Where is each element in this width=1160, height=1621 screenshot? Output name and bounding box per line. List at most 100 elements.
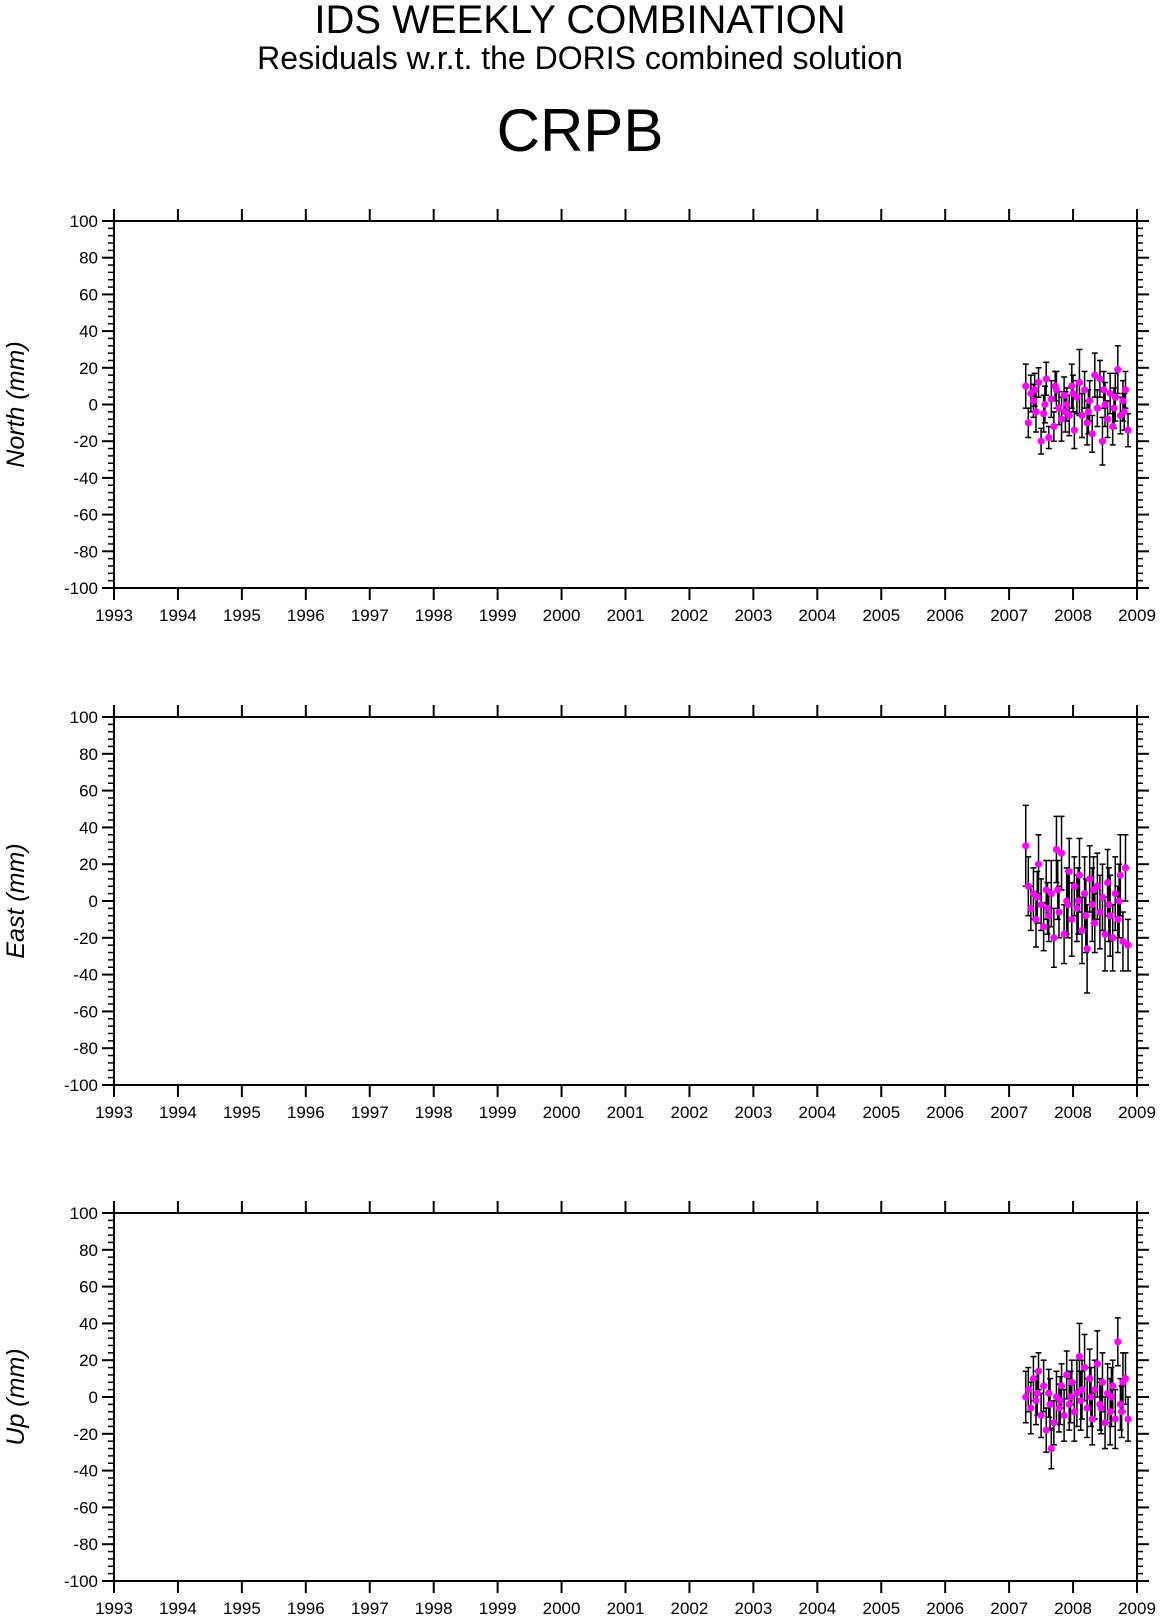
up-panel: 100 80 60 40 20 0 -20 -40 -60 -80 -100 1993 1994 1995…: [2, 1201, 1156, 1618]
east-data-point: [1055, 908, 1063, 916]
up-x-tick-label: 2006: [926, 1599, 964, 1618]
up-data-point: [1034, 1367, 1043, 1375]
east-data-point: [1080, 890, 1089, 898]
north-x-tick-label: 1999: [479, 606, 517, 625]
north-x-tick-label: 1994: [159, 606, 197, 625]
up-data-point: [1073, 1389, 1081, 1397]
up-data-point: [1098, 1378, 1107, 1386]
east-data-point: [1083, 945, 1091, 953]
north-y-tick-label: 40: [79, 322, 98, 341]
east-data-point: [1032, 915, 1040, 924]
east-y-tick-label: -20: [73, 929, 98, 948]
north-y-tick-label: -20: [73, 432, 98, 451]
north-x-tick-label: 2007: [990, 606, 1028, 625]
north-data-point: [1124, 426, 1132, 434]
east-data-point: [1121, 864, 1130, 872]
east-y-tick-label: -80: [73, 1039, 98, 1058]
up-data-point: [1056, 1397, 1064, 1405]
east-data-point: [1052, 845, 1061, 854]
east-panel: 100 80 60 40 20 0 -20 -40 -60 -80 -100 1993 1994 1995…: [2, 705, 1156, 1122]
up-data-point: [1046, 1400, 1054, 1408]
north-data-point: [1088, 430, 1096, 438]
east-x-tick-label: 1995: [223, 1103, 261, 1122]
up-data-point: [1057, 1382, 1066, 1390]
east-data-point: [1054, 886, 1062, 894]
up-data-point: [1050, 1419, 1058, 1427]
north-x-tick-label: 2009: [1118, 606, 1156, 625]
north-x-tick-label: 1996: [287, 606, 325, 625]
north-data-point: [1024, 419, 1032, 427]
up-x-tick-label: 2002: [671, 1599, 709, 1618]
north-data-point: [1068, 382, 1076, 390]
north-panel: 100 80 60 40 20 0 -20 -40 -60 -80 -100 1993 1994 1995…: [2, 209, 1156, 625]
east-data-point: [1116, 871, 1124, 879]
north-data-series: [1022, 345, 1132, 466]
north-y-tick-label: -40: [73, 469, 98, 488]
up-y-tick-label: 60: [79, 1278, 98, 1297]
north-x-tick-label: 1998: [415, 606, 453, 625]
north-data-point: [1106, 389, 1114, 398]
north-data-point: [1120, 408, 1128, 416]
up-data-point: [1022, 1393, 1030, 1401]
chart-subtitle: Residuals w.r.t. the DORIS combined solu…: [257, 40, 903, 76]
east-data-point: [1034, 860, 1043, 868]
north-data-point: [1121, 386, 1130, 394]
up-x-tick-label: 2005: [862, 1599, 900, 1618]
east-data-point: [1105, 901, 1113, 909]
up-data-point: [1060, 1411, 1068, 1419]
east-data-point: [1043, 904, 1052, 912]
north-data-point: [1084, 408, 1093, 416]
north-data-point: [1055, 404, 1063, 412]
east-x-tick-label: 1997: [351, 1103, 389, 1122]
north-x-tick-label: 2001: [607, 606, 645, 625]
east-x-tick-label: 2005: [862, 1103, 900, 1122]
up-y-tick-label: 0: [89, 1388, 98, 1407]
north-data-point: [1041, 400, 1049, 409]
east-x-tick-label: 2000: [543, 1103, 581, 1122]
east-data-point: [1103, 879, 1112, 887]
north-data-point: [1034, 378, 1043, 387]
up-y-tick-label: 100: [70, 1204, 98, 1223]
up-data-point: [1121, 1375, 1130, 1383]
east-data-point: [1024, 882, 1032, 890]
east-data-point: [1088, 901, 1096, 909]
north-x-tick-label: 2002: [671, 606, 709, 625]
up-data-point: [1042, 1426, 1050, 1434]
east-data-point: [1040, 923, 1048, 931]
north-data-point: [1078, 411, 1086, 420]
north-data-point: [1070, 426, 1078, 434]
east-x-tick-label: 2003: [734, 1103, 772, 1122]
up-data-point: [1106, 1408, 1114, 1416]
east-data-point: [1070, 882, 1078, 890]
north-x-tick-label: 2006: [926, 606, 964, 625]
up-data-series: [1022, 1317, 1132, 1470]
up-data-point: [1091, 1386, 1099, 1394]
up-data-point: [1101, 1419, 1109, 1427]
north-data-point: [1069, 389, 1077, 398]
north-x-tick-label: 2004: [798, 606, 836, 625]
up-data-point: [1045, 1389, 1053, 1397]
up-data-point: [1080, 1363, 1089, 1372]
east-y-tick-label: 40: [79, 818, 98, 837]
up-data-point: [1118, 1408, 1126, 1416]
east-data-point: [1114, 915, 1122, 924]
up-x-tick-label: 1996: [287, 1599, 325, 1618]
chart-title: IDS WEEKLY COMBINATION: [314, 0, 846, 42]
north-plot-frame: [113, 220, 1138, 589]
up-x-tick-label: 2004: [798, 1599, 836, 1618]
north-data-point: [1050, 422, 1058, 431]
east-y-tick-label: 20: [79, 855, 98, 874]
north-data-point: [1032, 408, 1040, 416]
up-y-tick-label: -40: [73, 1462, 98, 1481]
north-data-point: [1103, 415, 1112, 423]
north-data-point: [1101, 400, 1109, 409]
up-y-tick-label: -80: [73, 1535, 98, 1554]
north-data-point: [1119, 397, 1127, 405]
north-data-point: [1114, 366, 1122, 374]
up-data-point: [1097, 1404, 1105, 1412]
north-data-point: [1063, 400, 1071, 409]
up-data-point: [1055, 1404, 1063, 1412]
north-data-point: [1051, 382, 1059, 390]
up-data-point: [1066, 1393, 1075, 1401]
east-y-tick-label: -100: [64, 1076, 98, 1095]
